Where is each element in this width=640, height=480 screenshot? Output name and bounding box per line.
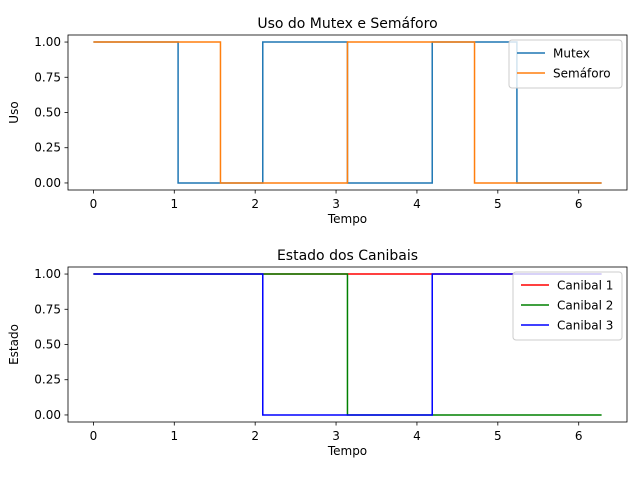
chart-2-series-canibal-3-line (93, 273, 602, 416)
chart-2-xlabel: Tempo (327, 444, 367, 458)
chart-1-series-sem-foro-line (93, 41, 602, 184)
chart-2-ylabel: Estado (7, 324, 21, 365)
chart-1: Uso do Mutex e Semáforo 0 1 2 3 4 5 6 0.00 0.25 0.… (7, 16, 628, 226)
chart-2-xtick-label: 4 (413, 429, 421, 443)
chart-1-legend-box (508, 39, 623, 89)
chart-1-ytick-label: 0.00 (34, 176, 61, 190)
chart-2-ytick-label: 0.50 (34, 338, 61, 352)
chart-1-xtick-label: 3 (332, 197, 340, 211)
chart-1-xtick-label: 0 (90, 197, 98, 211)
chart-2-title: Estado dos Canibais (277, 248, 418, 264)
chart-2-legend-label: Canibal 1 (557, 279, 613, 293)
chart-1-title: Uso do Mutex e Semáforo (257, 16, 437, 32)
chart-1-xtick-label: 6 (575, 197, 583, 211)
chart-1-xtick-label: 5 (494, 197, 502, 211)
chart-1-ytick-label: 0.75 (34, 70, 61, 84)
chart-1-legend: Mutex Semáforo (508, 39, 623, 89)
chart-2-xtick-label: 1 (170, 429, 178, 443)
chart-1-xtick-label: 1 (170, 197, 178, 211)
chart-2-legend: Canibal 1 Canibal 2 Canibal 3 (512, 271, 623, 341)
chart-2-xtick-label: 0 (90, 429, 98, 443)
chart-1-ylabel: Uso (7, 101, 21, 123)
chart-1-legend-label: Semáforo (553, 67, 611, 81)
chart-1-legend-label: Mutex (553, 47, 590, 61)
chart-1-ytick-label: 1.00 (34, 35, 61, 49)
chart-1-xtick-label: 4 (413, 197, 421, 211)
chart-2: Estado dos Canibais 0 1 2 3 4 5 6 0.00 0.25 0.50 0.… (7, 248, 628, 458)
chart-1-ytick-label: 0.50 (34, 106, 61, 120)
chart-2-ytick-label: 1.00 (34, 267, 61, 281)
chart-2-ytick-label: 0.00 (34, 408, 61, 422)
chart-1-xtick-label: 2 (251, 197, 259, 211)
chart-1-xlabel: Tempo (327, 212, 367, 226)
chart-2-legend-label: Canibal 3 (557, 319, 613, 333)
chart-2-ytick-label: 0.75 (34, 302, 61, 316)
chart-2-xtick-label: 6 (575, 429, 583, 443)
chart-2-xtick-label: 2 (251, 429, 259, 443)
chart-2-legend-box (512, 271, 623, 341)
chart-1-ytick-label: 0.25 (34, 141, 61, 155)
chart-2-ytick-label: 0.25 (34, 373, 61, 387)
chart-2-legend-label: Canibal 2 (557, 299, 613, 313)
chart-2-xtick-label: 3 (332, 429, 340, 443)
chart-2-xtick-label: 5 (494, 429, 502, 443)
